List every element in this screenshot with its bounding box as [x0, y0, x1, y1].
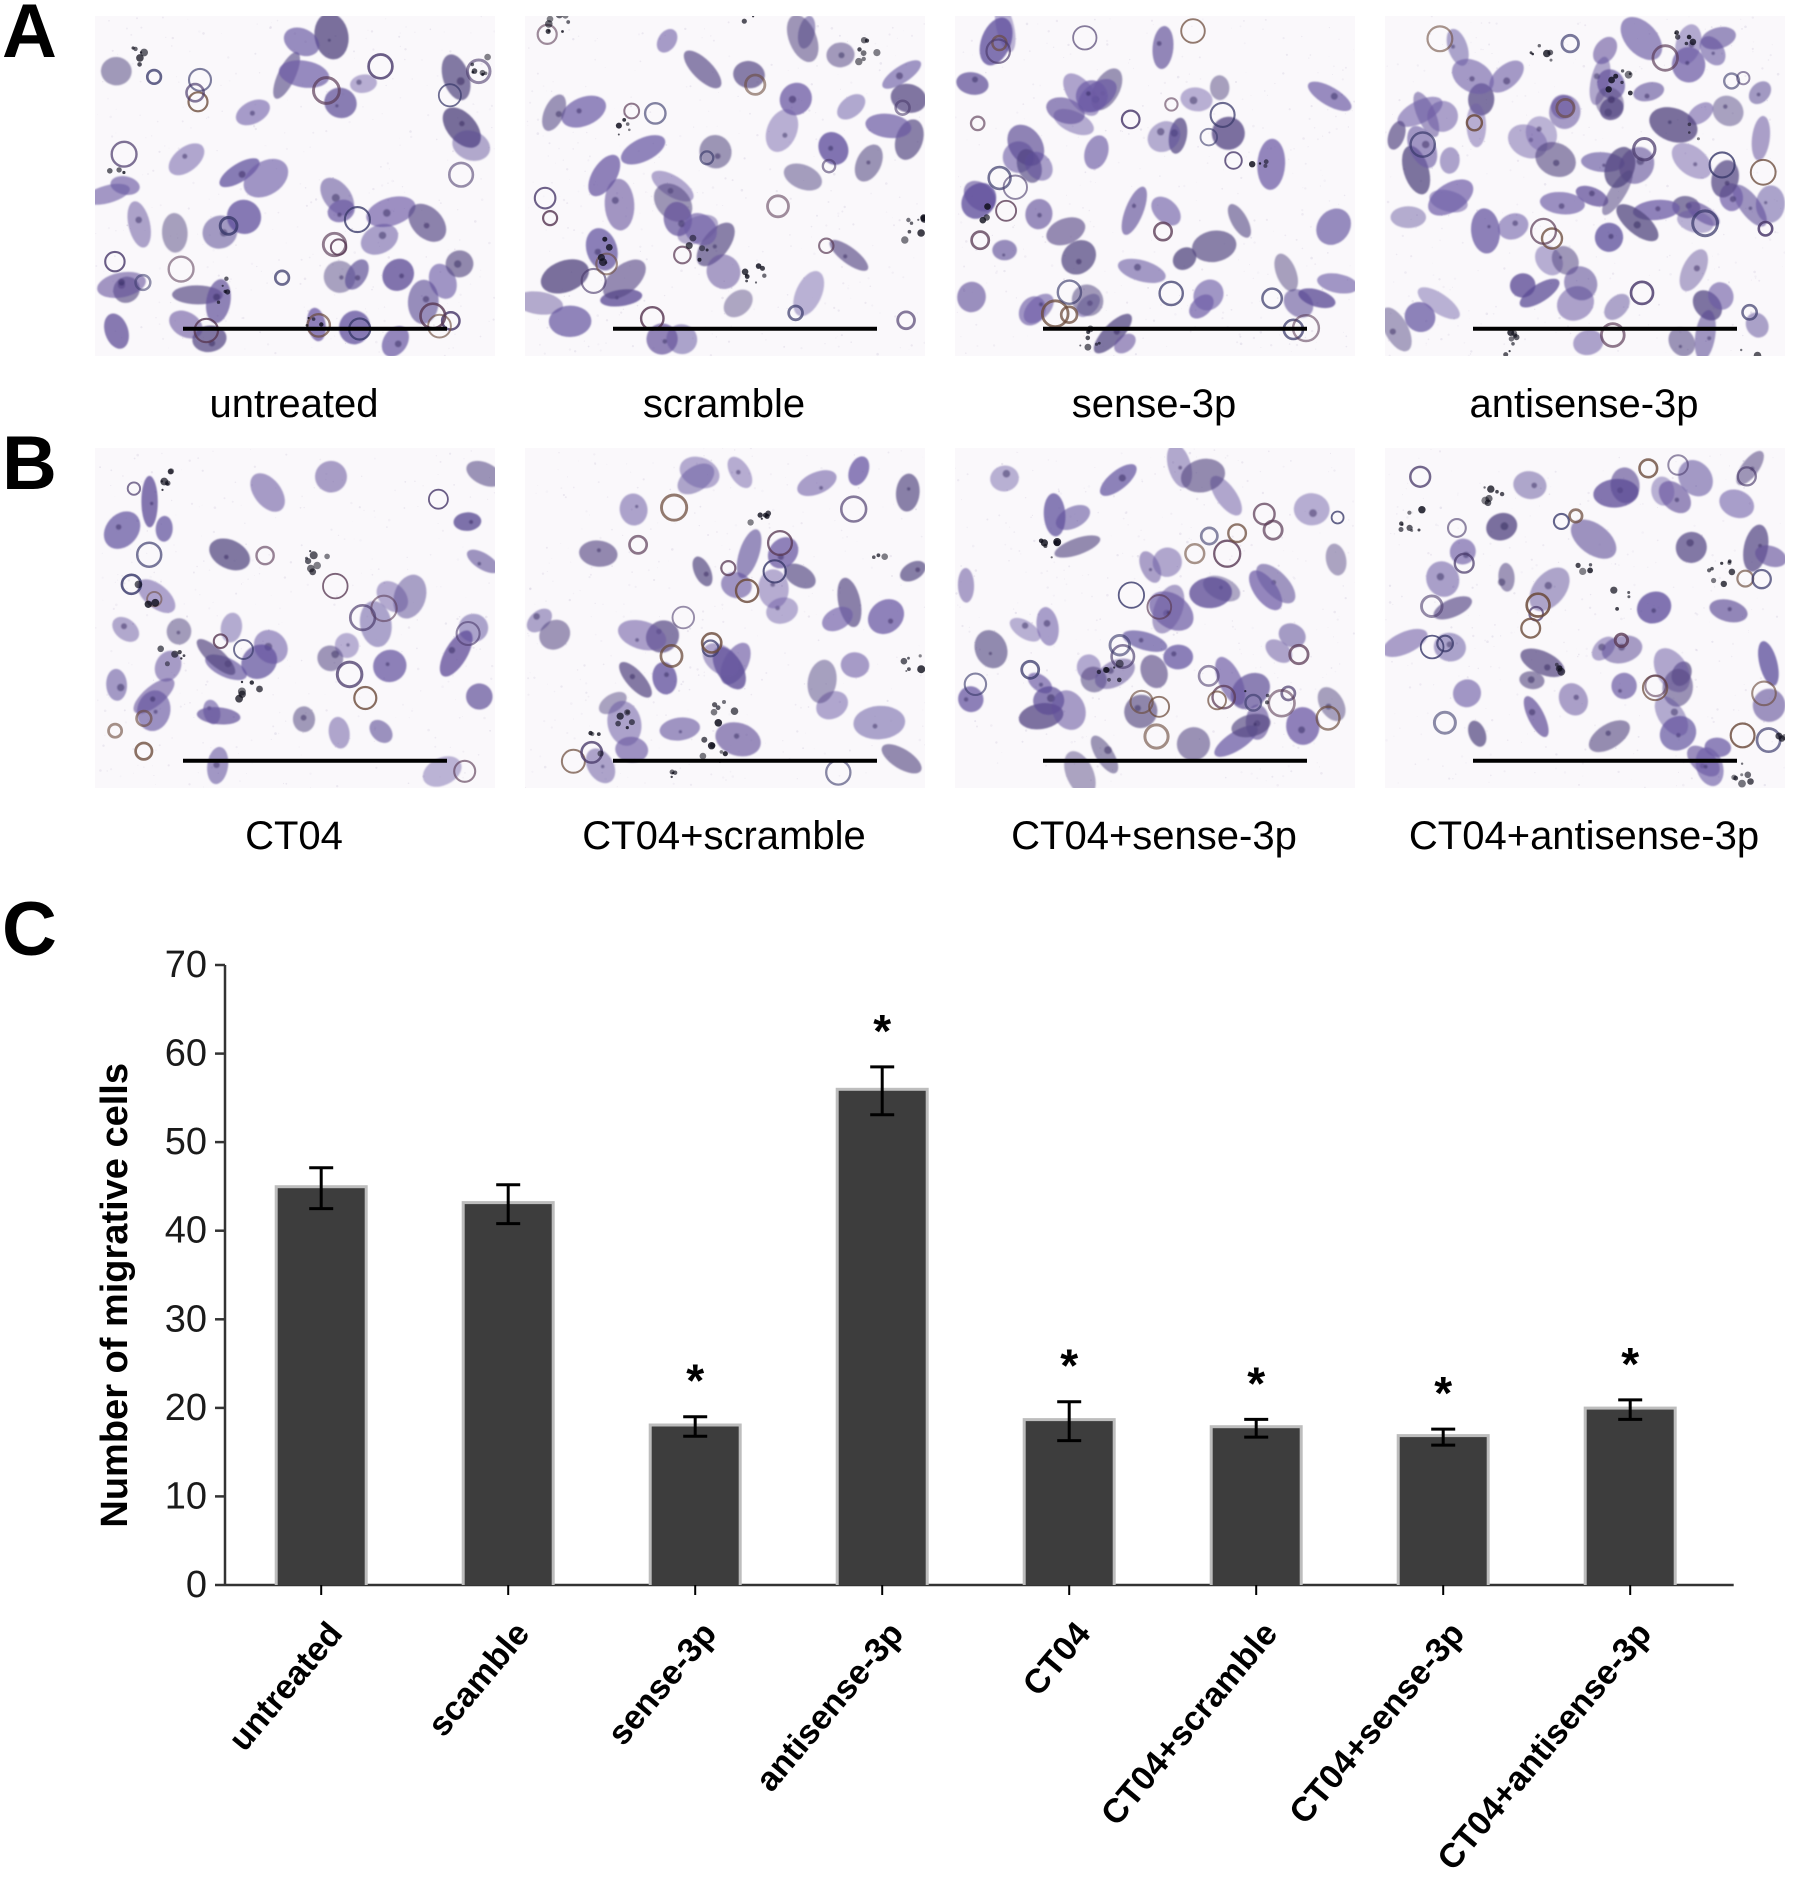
svg-text:*: * — [1621, 1338, 1639, 1390]
svg-text:*: * — [1434, 1367, 1452, 1419]
svg-text:50: 50 — [165, 1121, 207, 1163]
svg-text:30: 30 — [165, 1298, 207, 1340]
svg-text:0: 0 — [186, 1564, 207, 1606]
svg-text:60: 60 — [165, 1033, 207, 1075]
svg-text:70: 70 — [165, 944, 207, 986]
svg-text:40: 40 — [165, 1210, 207, 1252]
svg-text:*: * — [1060, 1340, 1078, 1392]
svg-text:*: * — [1247, 1357, 1265, 1409]
svg-text:20: 20 — [165, 1387, 207, 1429]
svg-text:10: 10 — [165, 1475, 207, 1517]
svg-text:*: * — [686, 1355, 704, 1407]
svg-text:*: * — [873, 1005, 891, 1057]
